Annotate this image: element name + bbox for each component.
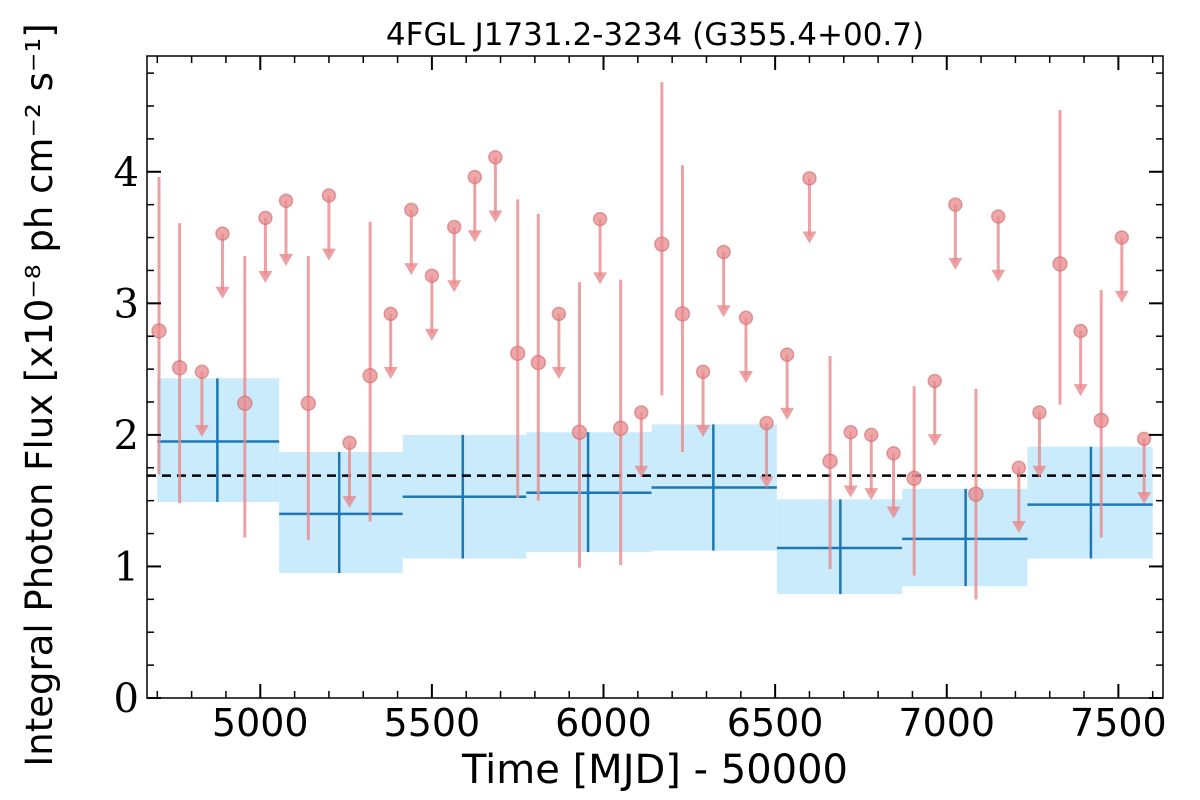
upper-limit-point — [424, 268, 440, 283]
detection-point — [571, 424, 588, 441]
upper-limit-point — [1073, 323, 1088, 339]
detection-point — [509, 345, 526, 362]
detection-point — [530, 354, 547, 371]
upper-limit-arrow-head — [447, 280, 462, 293]
upper-limit-arrow-head — [1073, 384, 1088, 397]
detection-point — [1093, 412, 1109, 429]
upper-limit-arrow-head — [948, 257, 963, 270]
upper-limit-point — [467, 169, 483, 185]
detection-point — [362, 367, 378, 384]
upper-limit-arrow-head — [488, 210, 503, 223]
y-tick-label: 4 — [114, 150, 139, 196]
plot-area: 0 1 2 3 4 5000 5500 6000 6500 7000 7500 — [114, 55, 1167, 745]
upper-limit-arrow-head — [342, 495, 357, 508]
upper-limit-arrow-head — [634, 465, 649, 478]
upper-limit-arrow-head — [215, 286, 230, 299]
y-tick-label: 2 — [114, 413, 139, 459]
detection-point — [612, 420, 629, 437]
upper-limit-point — [738, 310, 754, 326]
upper-limit-point — [990, 209, 1006, 224]
upper-limit-arrow-head — [759, 476, 774, 489]
upper-limit-arrow-head — [738, 371, 753, 383]
detection-point — [968, 486, 984, 502]
x-axis-label: Time [MJD] - 50000 — [461, 747, 848, 793]
y-tick-label: 1 — [114, 544, 139, 590]
upper-limit-arrow-head — [780, 407, 795, 420]
upper-limit-point — [716, 244, 731, 260]
upper-limit-point — [1114, 230, 1130, 245]
upper-limit-arrow-head — [991, 269, 1006, 282]
upper-limit-arrow-head — [194, 424, 209, 437]
upper-limit-point — [383, 306, 398, 322]
upper-limit-arrow-head — [1137, 492, 1152, 505]
x-tick-label: 5000 — [212, 701, 309, 745]
upper-limit-point — [1011, 460, 1027, 476]
x-tick-label: 5500 — [384, 701, 481, 745]
upper-limit-arrow-head — [1011, 520, 1026, 533]
long-bin-band — [279, 451, 403, 574]
upper-limit-point — [278, 193, 294, 208]
upper-limit-point — [446, 219, 462, 235]
upper-limit-arrow-head — [716, 305, 731, 318]
upper-limit-point — [948, 197, 963, 212]
y-axis-label: Integral Photon Flux [x10⁻⁸ ph cm⁻² s⁻¹] — [18, 23, 61, 766]
upper-limit-arrow-head — [593, 272, 608, 285]
upper-limit-arrow-head — [383, 367, 398, 380]
chart-title: 4FGL J1731.2-3234 (G355.4+00.7) — [386, 17, 924, 53]
upper-limit-arrow-head — [258, 271, 273, 284]
x-tick-label: 7000 — [898, 701, 995, 745]
upper-limit-arrow-head — [1032, 465, 1047, 478]
detection-point — [151, 323, 167, 339]
upper-limit-arrow-head — [886, 506, 901, 519]
x-tick-label: 7500 — [1070, 701, 1167, 745]
upper-limit-point — [215, 226, 230, 241]
upper-limit-arrow-head — [927, 434, 942, 447]
detection-point — [237, 395, 253, 412]
detection-point — [674, 306, 691, 322]
x-tick-label: 6500 — [727, 701, 824, 745]
upper-limit-point — [342, 435, 357, 451]
upper-limit-point — [321, 188, 337, 203]
upper-limit-arrow-head — [696, 424, 711, 437]
upper-limit-point — [258, 210, 273, 226]
upper-limit-point — [1136, 431, 1152, 447]
upper-limit-point — [551, 306, 567, 322]
upper-limit-point — [1032, 405, 1047, 420]
axes-frame — [146, 55, 1164, 699]
upper-limit-point — [194, 364, 210, 379]
upper-limit-point — [886, 446, 901, 461]
upper-limit-point — [592, 211, 608, 227]
y-tick-label: 0 — [114, 676, 139, 722]
upper-limit-arrow-head — [551, 367, 566, 380]
detection-point — [171, 360, 188, 376]
upper-limit-point — [863, 427, 879, 443]
y-tick-label: 3 — [114, 281, 139, 327]
upper-limit-point — [634, 405, 649, 420]
upper-limit-arrow-head — [424, 328, 439, 341]
detection-point — [906, 470, 922, 487]
upper-limit-arrow-head — [404, 263, 419, 276]
upper-limit-point — [488, 150, 503, 165]
upper-limit-arrow-head — [1114, 290, 1129, 303]
upper-limit-point — [695, 364, 711, 379]
upper-limit-point — [779, 347, 795, 362]
upper-limit-arrow-head — [843, 485, 858, 498]
upper-limit-point — [404, 202, 419, 218]
upper-limit-arrow-head — [279, 253, 294, 266]
detection-point — [654, 236, 670, 252]
upper-limit-point — [759, 415, 774, 431]
upper-limit-arrow-head — [864, 488, 879, 501]
upper-limit-point — [843, 425, 858, 440]
x-tick-label: 6000 — [555, 701, 652, 745]
detection-point — [300, 395, 317, 412]
upper-limit-point — [927, 373, 942, 389]
upper-limit-arrow-head — [467, 230, 482, 243]
upper-limit-point — [802, 171, 817, 186]
detection-point — [822, 453, 838, 469]
upper-limit-arrow-head — [802, 231, 817, 244]
upper-limit-arrow-head — [321, 248, 336, 261]
detection-point — [1052, 256, 1068, 272]
